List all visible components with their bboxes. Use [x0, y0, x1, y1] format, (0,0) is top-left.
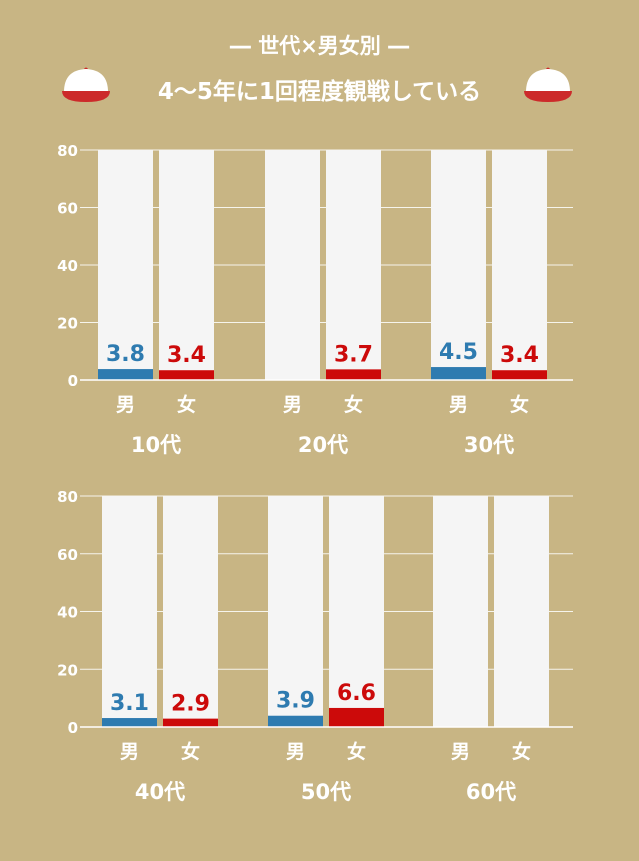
data-label: 3.1 — [110, 691, 149, 716]
data-label: 3.7 — [334, 342, 373, 367]
data-label: 3.4 — [167, 343, 206, 368]
y-tick-label: 40 — [57, 604, 78, 622]
bar-background — [102, 496, 157, 727]
y-tick-label: 80 — [57, 142, 78, 160]
chart-title: 4〜5年に1回程度観戦している — [157, 79, 482, 105]
male-bar — [98, 369, 153, 380]
data-label: 3.9 — [276, 689, 315, 714]
y-tick-label: 0 — [68, 719, 78, 737]
female-bar — [326, 369, 381, 380]
chart-subtitle: ― 世代×男女別 ― — [229, 34, 410, 58]
bar-background — [494, 496, 549, 727]
y-tick-label: 80 — [57, 488, 78, 506]
data-label: 6.6 — [337, 681, 376, 706]
group-label: 40代 — [135, 780, 185, 804]
bar-background — [268, 496, 323, 727]
male-bar — [431, 367, 486, 380]
female-bar — [329, 707, 384, 727]
y-tick-label: 0 — [68, 372, 78, 390]
y-tick-label: 40 — [57, 257, 78, 275]
category-label: 女 — [510, 393, 529, 416]
baseball-cap-icon — [62, 67, 110, 102]
y-tick-label: 20 — [57, 315, 78, 333]
male-bar — [102, 718, 157, 727]
group-label: 50代 — [301, 780, 351, 804]
y-tick-label: 60 — [57, 200, 78, 218]
bar-background — [431, 150, 486, 380]
y-tick-label: 60 — [57, 546, 78, 564]
category-label: 男 — [449, 394, 468, 416]
data-label: 3.8 — [106, 342, 145, 367]
bar-background — [98, 150, 153, 380]
category-label: 男 — [451, 741, 470, 763]
female-bar — [159, 370, 214, 380]
data-label: 3.4 — [500, 343, 539, 368]
female-bar — [163, 718, 218, 727]
female-bar — [492, 370, 547, 380]
category-label: 男 — [120, 741, 139, 763]
category-label: 女 — [177, 393, 196, 416]
category-label: 女 — [344, 393, 363, 416]
bar-background — [163, 496, 218, 727]
bar-background — [159, 150, 214, 380]
baseball-cap-icon — [524, 67, 572, 102]
category-label: 男 — [283, 394, 302, 416]
bar-background — [492, 150, 547, 380]
group-label: 20代 — [298, 433, 348, 457]
data-label: 2.9 — [171, 692, 210, 717]
category-label: 女 — [347, 740, 366, 763]
bar-background — [329, 496, 384, 727]
bar-background — [265, 150, 320, 380]
group-label: 30代 — [464, 433, 514, 457]
category-label: 男 — [286, 741, 305, 763]
category-label: 女 — [512, 740, 531, 763]
bar-background — [433, 496, 488, 727]
data-label: 4.5 — [439, 340, 478, 365]
group-label: 10代 — [131, 433, 181, 457]
category-label: 女 — [181, 740, 200, 763]
category-label: 男 — [116, 394, 135, 416]
group-label: 60代 — [466, 780, 516, 804]
male-bar — [268, 715, 323, 727]
y-tick-label: 20 — [57, 661, 78, 679]
bar-background — [326, 150, 381, 380]
